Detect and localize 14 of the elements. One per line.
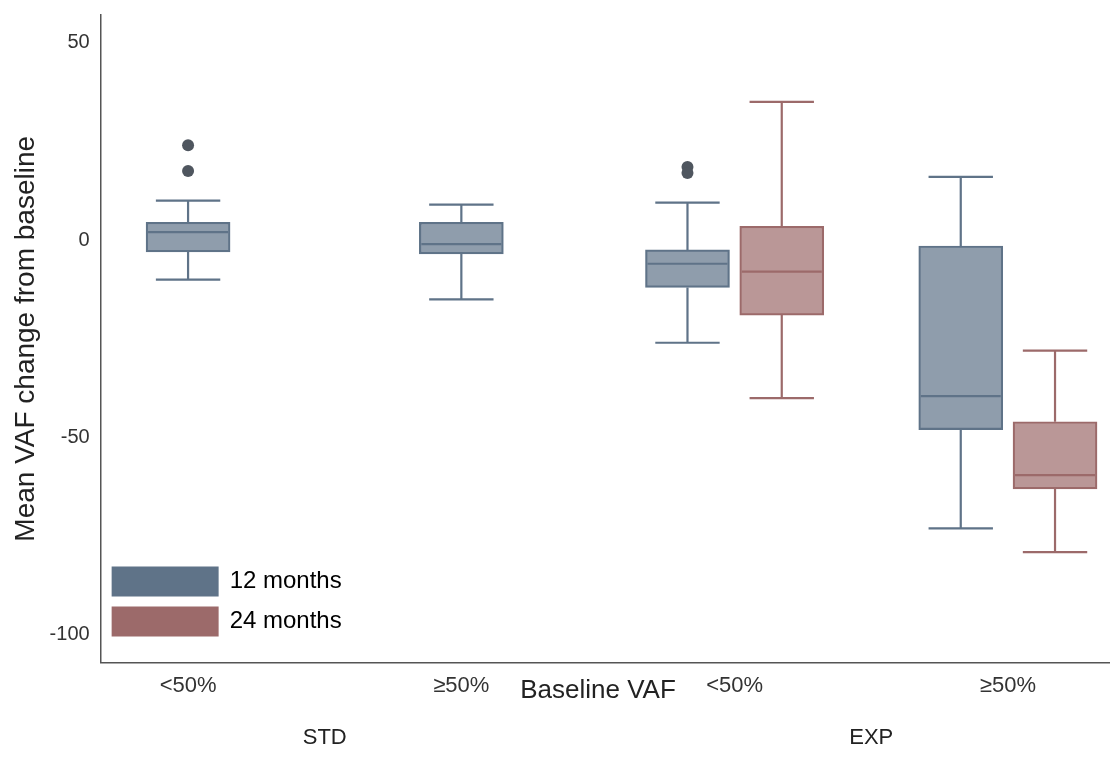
y-tick-label: -50 (60, 425, 90, 448)
y-tick-label: -100 (49, 622, 90, 645)
x-axis-title: Baseline VAF (520, 673, 676, 704)
y-axis-title: Mean VAF change from baseline (8, 135, 40, 542)
x-tick-label: ≥50% (433, 671, 490, 697)
text: STD (302, 723, 347, 749)
y-tick-label: 50 (67, 30, 90, 53)
x-tick-label: <50% (706, 671, 764, 697)
legend-label: 24 months (229, 606, 342, 634)
text: EXP (849, 723, 894, 749)
x-tick-label: <50% (159, 671, 217, 697)
y-tick-label: 0 (78, 227, 90, 250)
legend-label: 12 months (229, 566, 342, 594)
x-tick-label: ≥50% (979, 671, 1036, 697)
